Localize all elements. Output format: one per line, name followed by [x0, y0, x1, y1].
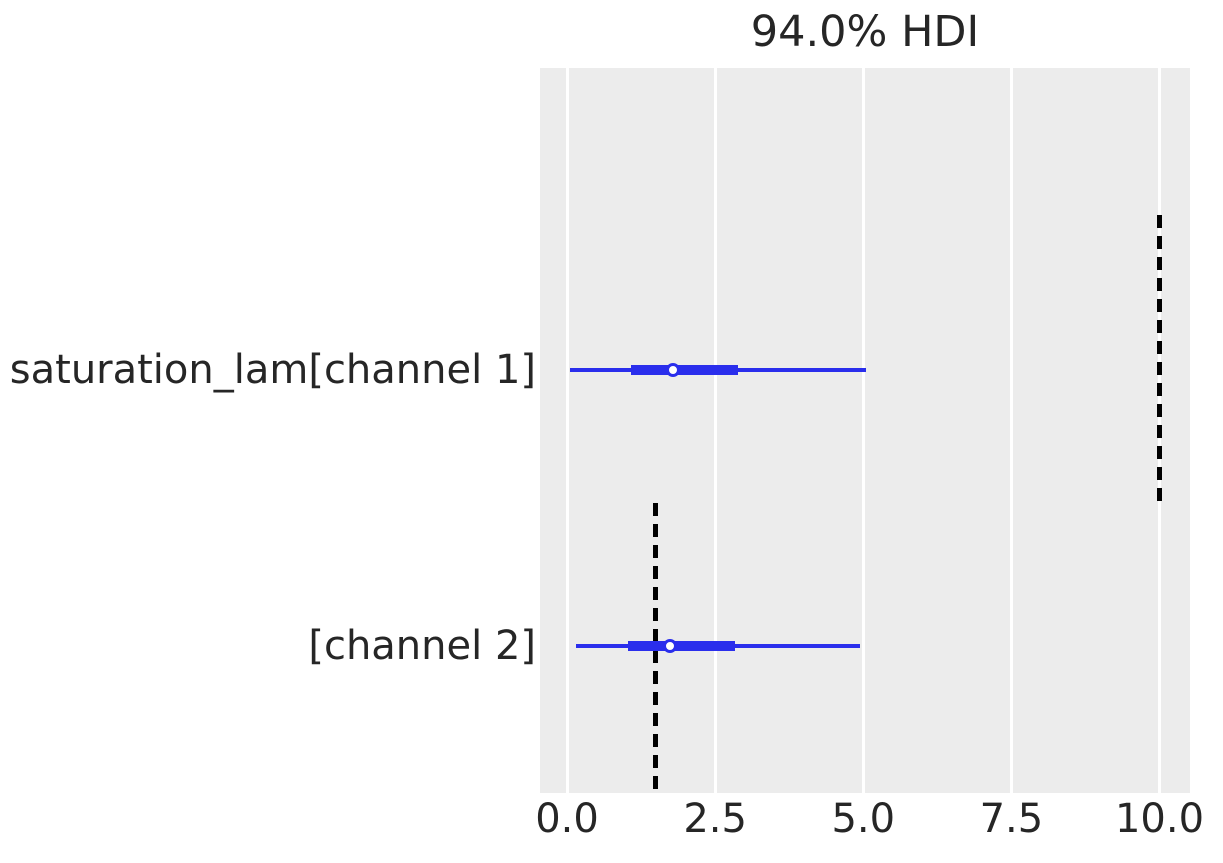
x-tick-label: 7.5 [979, 796, 1044, 842]
median-marker [666, 363, 681, 377]
x-tick-label: 0.0 [535, 796, 599, 842]
x-tick-label: 10.0 [1114, 796, 1205, 842]
gridline [1009, 68, 1013, 793]
median-marker [663, 639, 678, 653]
x-tick-label: 2.5 [683, 796, 747, 842]
chart-title: 94.0% HDI [750, 7, 980, 57]
gridline [565, 68, 569, 793]
iqr-line [630, 365, 739, 375]
gridline [861, 68, 865, 793]
gridline [713, 68, 717, 793]
reference-line [1157, 215, 1162, 505]
plot-area [540, 68, 1190, 793]
iqr-line [628, 641, 735, 651]
y-axis-label: [channel 2] [308, 623, 536, 669]
y-axis-label: saturation_lam[channel 1] [9, 347, 536, 393]
x-tick-label: 5.0 [831, 796, 896, 842]
